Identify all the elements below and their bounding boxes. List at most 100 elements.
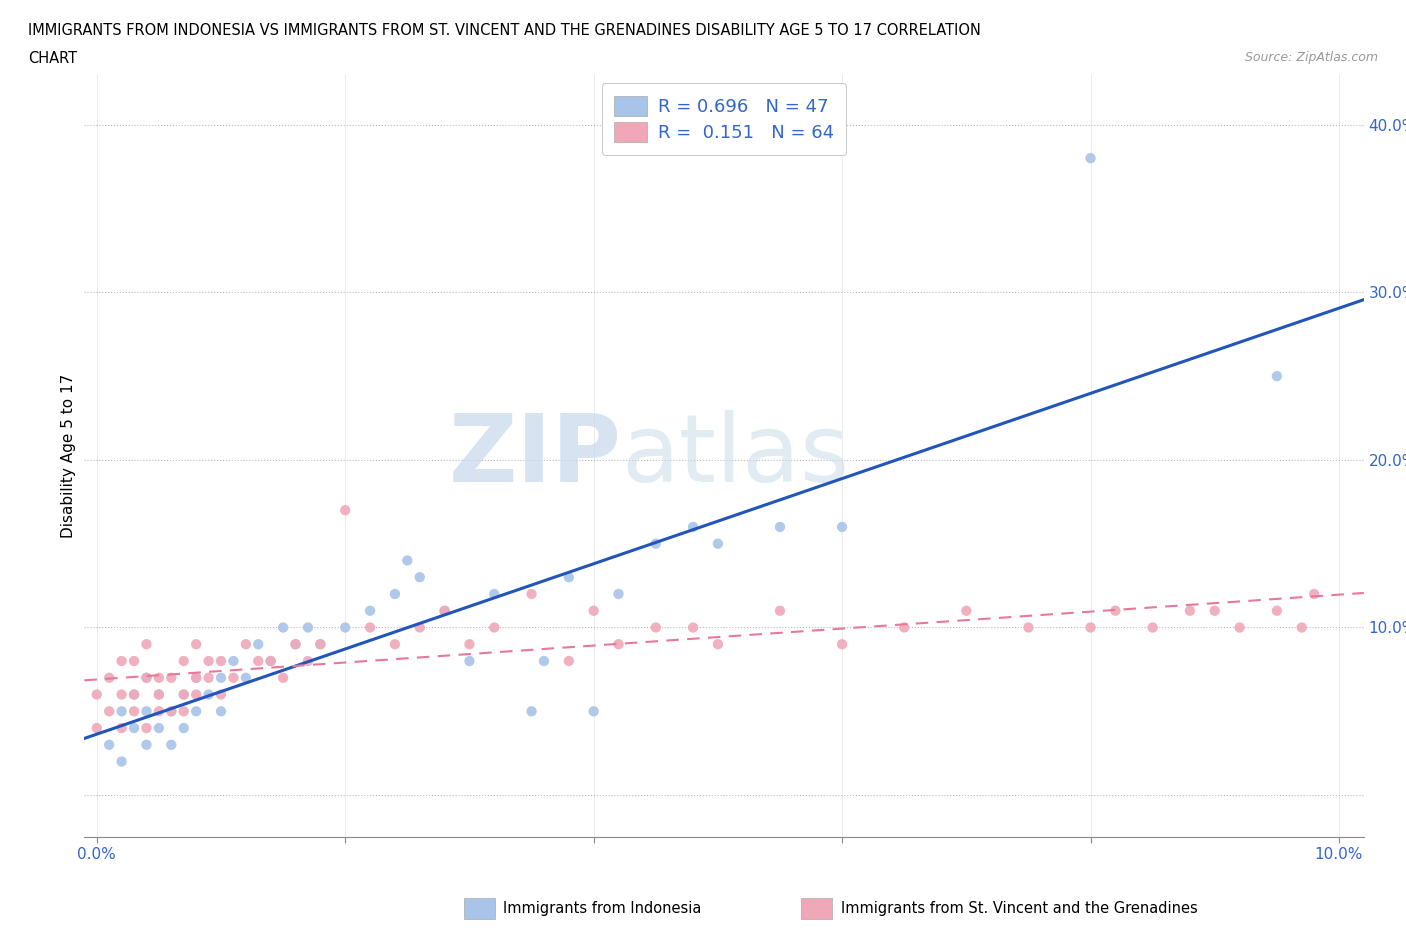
Point <box>186 637 208 652</box>
Text: IMMIGRANTS FROM INDONESIA VS IMMIGRANTS FROM ST. VINCENT AND THE GRENADINES DISA: IMMIGRANTS FROM INDONESIA VS IMMIGRANTS … <box>28 23 981 38</box>
Point <box>197 654 219 669</box>
Point <box>707 637 730 652</box>
Point <box>247 654 270 669</box>
Point <box>682 620 704 635</box>
Point <box>433 604 456 618</box>
Point <box>197 687 219 702</box>
Point <box>359 604 381 618</box>
Point <box>122 687 145 702</box>
Point <box>271 671 294 685</box>
Point <box>433 604 456 618</box>
Point <box>148 704 170 719</box>
Point <box>1142 620 1164 635</box>
Point <box>186 671 208 685</box>
Point <box>122 687 145 702</box>
Point <box>1080 620 1102 635</box>
Point <box>160 704 183 719</box>
Point <box>135 637 157 652</box>
Point <box>209 654 232 669</box>
Point <box>209 687 232 702</box>
Point <box>309 637 332 652</box>
Point <box>173 687 195 702</box>
Point <box>682 520 704 535</box>
Point <box>520 704 543 719</box>
Point <box>111 687 134 702</box>
Point <box>409 620 432 635</box>
Point <box>235 671 257 685</box>
Point <box>284 637 307 652</box>
Text: Immigrants from Indonesia: Immigrants from Indonesia <box>503 901 702 916</box>
Point <box>607 637 630 652</box>
Point <box>284 637 307 652</box>
Point <box>1265 368 1288 383</box>
Point <box>769 604 792 618</box>
Point <box>1265 604 1288 618</box>
Point <box>582 704 605 719</box>
Point <box>111 654 134 669</box>
Point <box>148 687 170 702</box>
Point <box>122 721 145 736</box>
Point <box>98 737 121 752</box>
Point <box>582 604 605 618</box>
Point <box>1303 587 1326 602</box>
Point <box>86 687 108 702</box>
Point <box>271 620 294 635</box>
Point <box>831 520 853 535</box>
Point <box>769 520 792 535</box>
Point <box>955 604 977 618</box>
Point <box>1104 604 1126 618</box>
Point <box>98 671 121 685</box>
Point <box>458 637 481 652</box>
Point <box>148 721 170 736</box>
Point <box>148 687 170 702</box>
Text: atlas: atlas <box>621 410 851 501</box>
Point <box>520 587 543 602</box>
Point <box>1017 620 1039 635</box>
Point <box>831 637 853 652</box>
Point <box>186 671 208 685</box>
Point <box>458 654 481 669</box>
Point <box>1291 620 1313 635</box>
Point <box>173 704 195 719</box>
Point <box>893 620 915 635</box>
Point <box>135 721 157 736</box>
Point <box>173 654 195 669</box>
Point <box>297 620 319 635</box>
Point <box>186 704 208 719</box>
Point <box>173 721 195 736</box>
Point <box>260 654 283 669</box>
Point <box>247 637 270 652</box>
Point <box>186 687 208 702</box>
Y-axis label: Disability Age 5 to 17: Disability Age 5 to 17 <box>60 374 76 538</box>
Point <box>160 671 183 685</box>
Point <box>335 503 357 518</box>
Point <box>135 704 157 719</box>
Point <box>1229 620 1251 635</box>
Point <box>135 671 157 685</box>
Point <box>160 737 183 752</box>
Point <box>533 654 555 669</box>
Point <box>297 654 319 669</box>
Point <box>309 637 332 652</box>
Point <box>558 654 581 669</box>
Point <box>111 721 134 736</box>
Point <box>135 737 157 752</box>
Point <box>607 587 630 602</box>
Point <box>707 537 730 551</box>
Point <box>209 704 232 719</box>
Text: Source: ZipAtlas.com: Source: ZipAtlas.com <box>1244 51 1378 64</box>
Point <box>222 654 245 669</box>
Point <box>384 637 406 652</box>
Point <box>197 671 219 685</box>
Point <box>173 687 195 702</box>
Point <box>222 671 245 685</box>
Point <box>409 570 432 585</box>
Point <box>111 704 134 719</box>
Point <box>359 620 381 635</box>
Point <box>1204 604 1226 618</box>
Point <box>1178 604 1201 618</box>
Point <box>335 620 357 635</box>
Point <box>98 704 121 719</box>
Point <box>148 671 170 685</box>
Point <box>160 704 183 719</box>
